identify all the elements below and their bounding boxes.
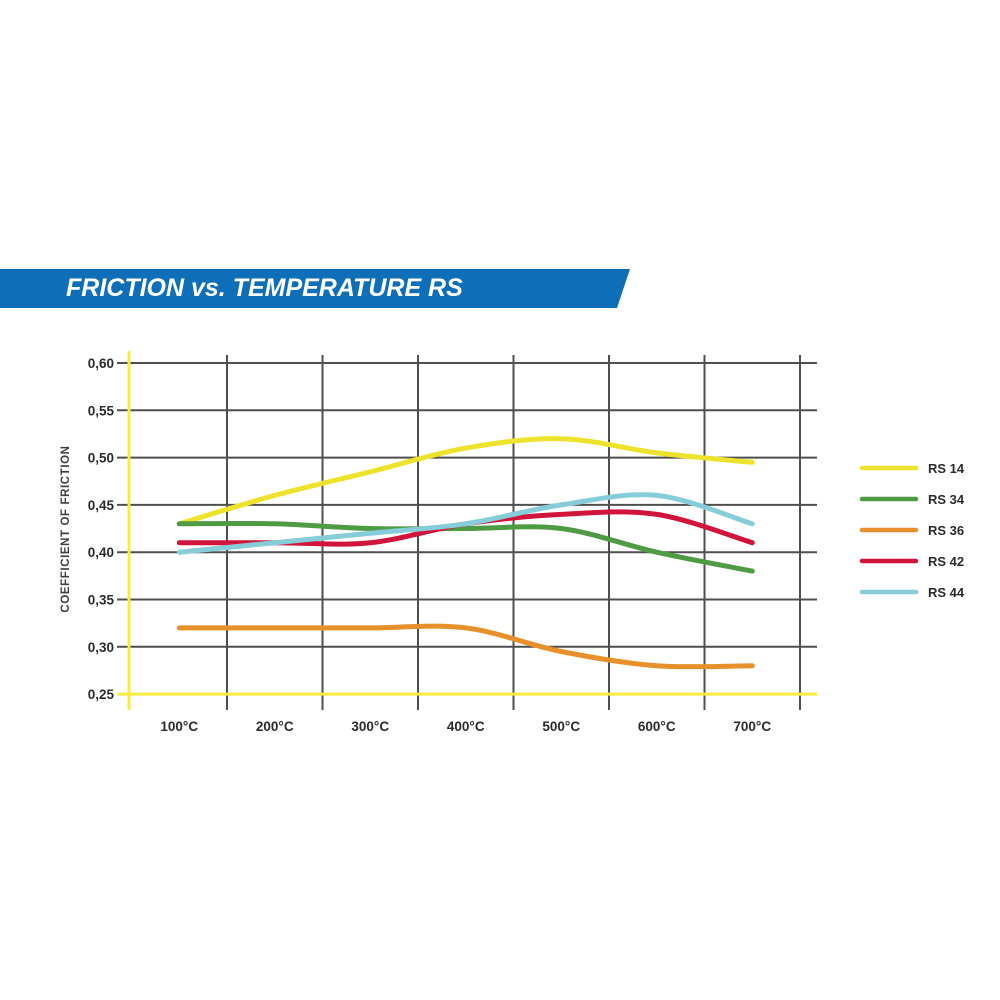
- y-tick-label: 0,45: [88, 498, 115, 513]
- legend-label-rs-14: RS 14: [928, 461, 965, 476]
- x-tick-label: 200°C: [256, 719, 294, 734]
- y-tick-label: 0,60: [88, 356, 114, 371]
- x-tick-label: 600°C: [638, 719, 676, 734]
- y-tick-label: 0,50: [88, 451, 114, 466]
- y-axis-title: COEFFICIENT OF FRICTION: [60, 445, 72, 612]
- series-line-rs-14: [176, 436, 755, 527]
- x-tick-label: 400°C: [447, 719, 485, 734]
- y-tick-label: 0,35: [88, 593, 115, 608]
- x-tick-label: 500°C: [542, 719, 580, 734]
- title-banner: FRICTION vs. TEMPERATURE RS: [0, 269, 630, 308]
- legend-label-rs-42: RS 42: [928, 554, 964, 569]
- x-tick-label: 100°C: [160, 719, 198, 734]
- chart-title: FRICTION vs. TEMPERATURE RS: [66, 274, 463, 302]
- series-line-rs-36: [176, 623, 755, 670]
- series-line-rs-44: [176, 492, 755, 555]
- y-tick-label: 0,30: [88, 640, 114, 655]
- y-tick-label: 0,55: [88, 403, 115, 418]
- y-tick-label: 0,25: [88, 687, 115, 702]
- legend-label-rs-34: RS 34: [928, 492, 965, 507]
- series-line-rs-34: [176, 520, 755, 574]
- x-tick-label: 700°C: [733, 719, 771, 734]
- x-tick-label: 300°C: [351, 719, 389, 734]
- legend-label-rs-44: RS 44: [928, 585, 965, 600]
- legend-label-rs-36: RS 36: [928, 523, 964, 538]
- y-tick-label: 0,40: [88, 545, 114, 560]
